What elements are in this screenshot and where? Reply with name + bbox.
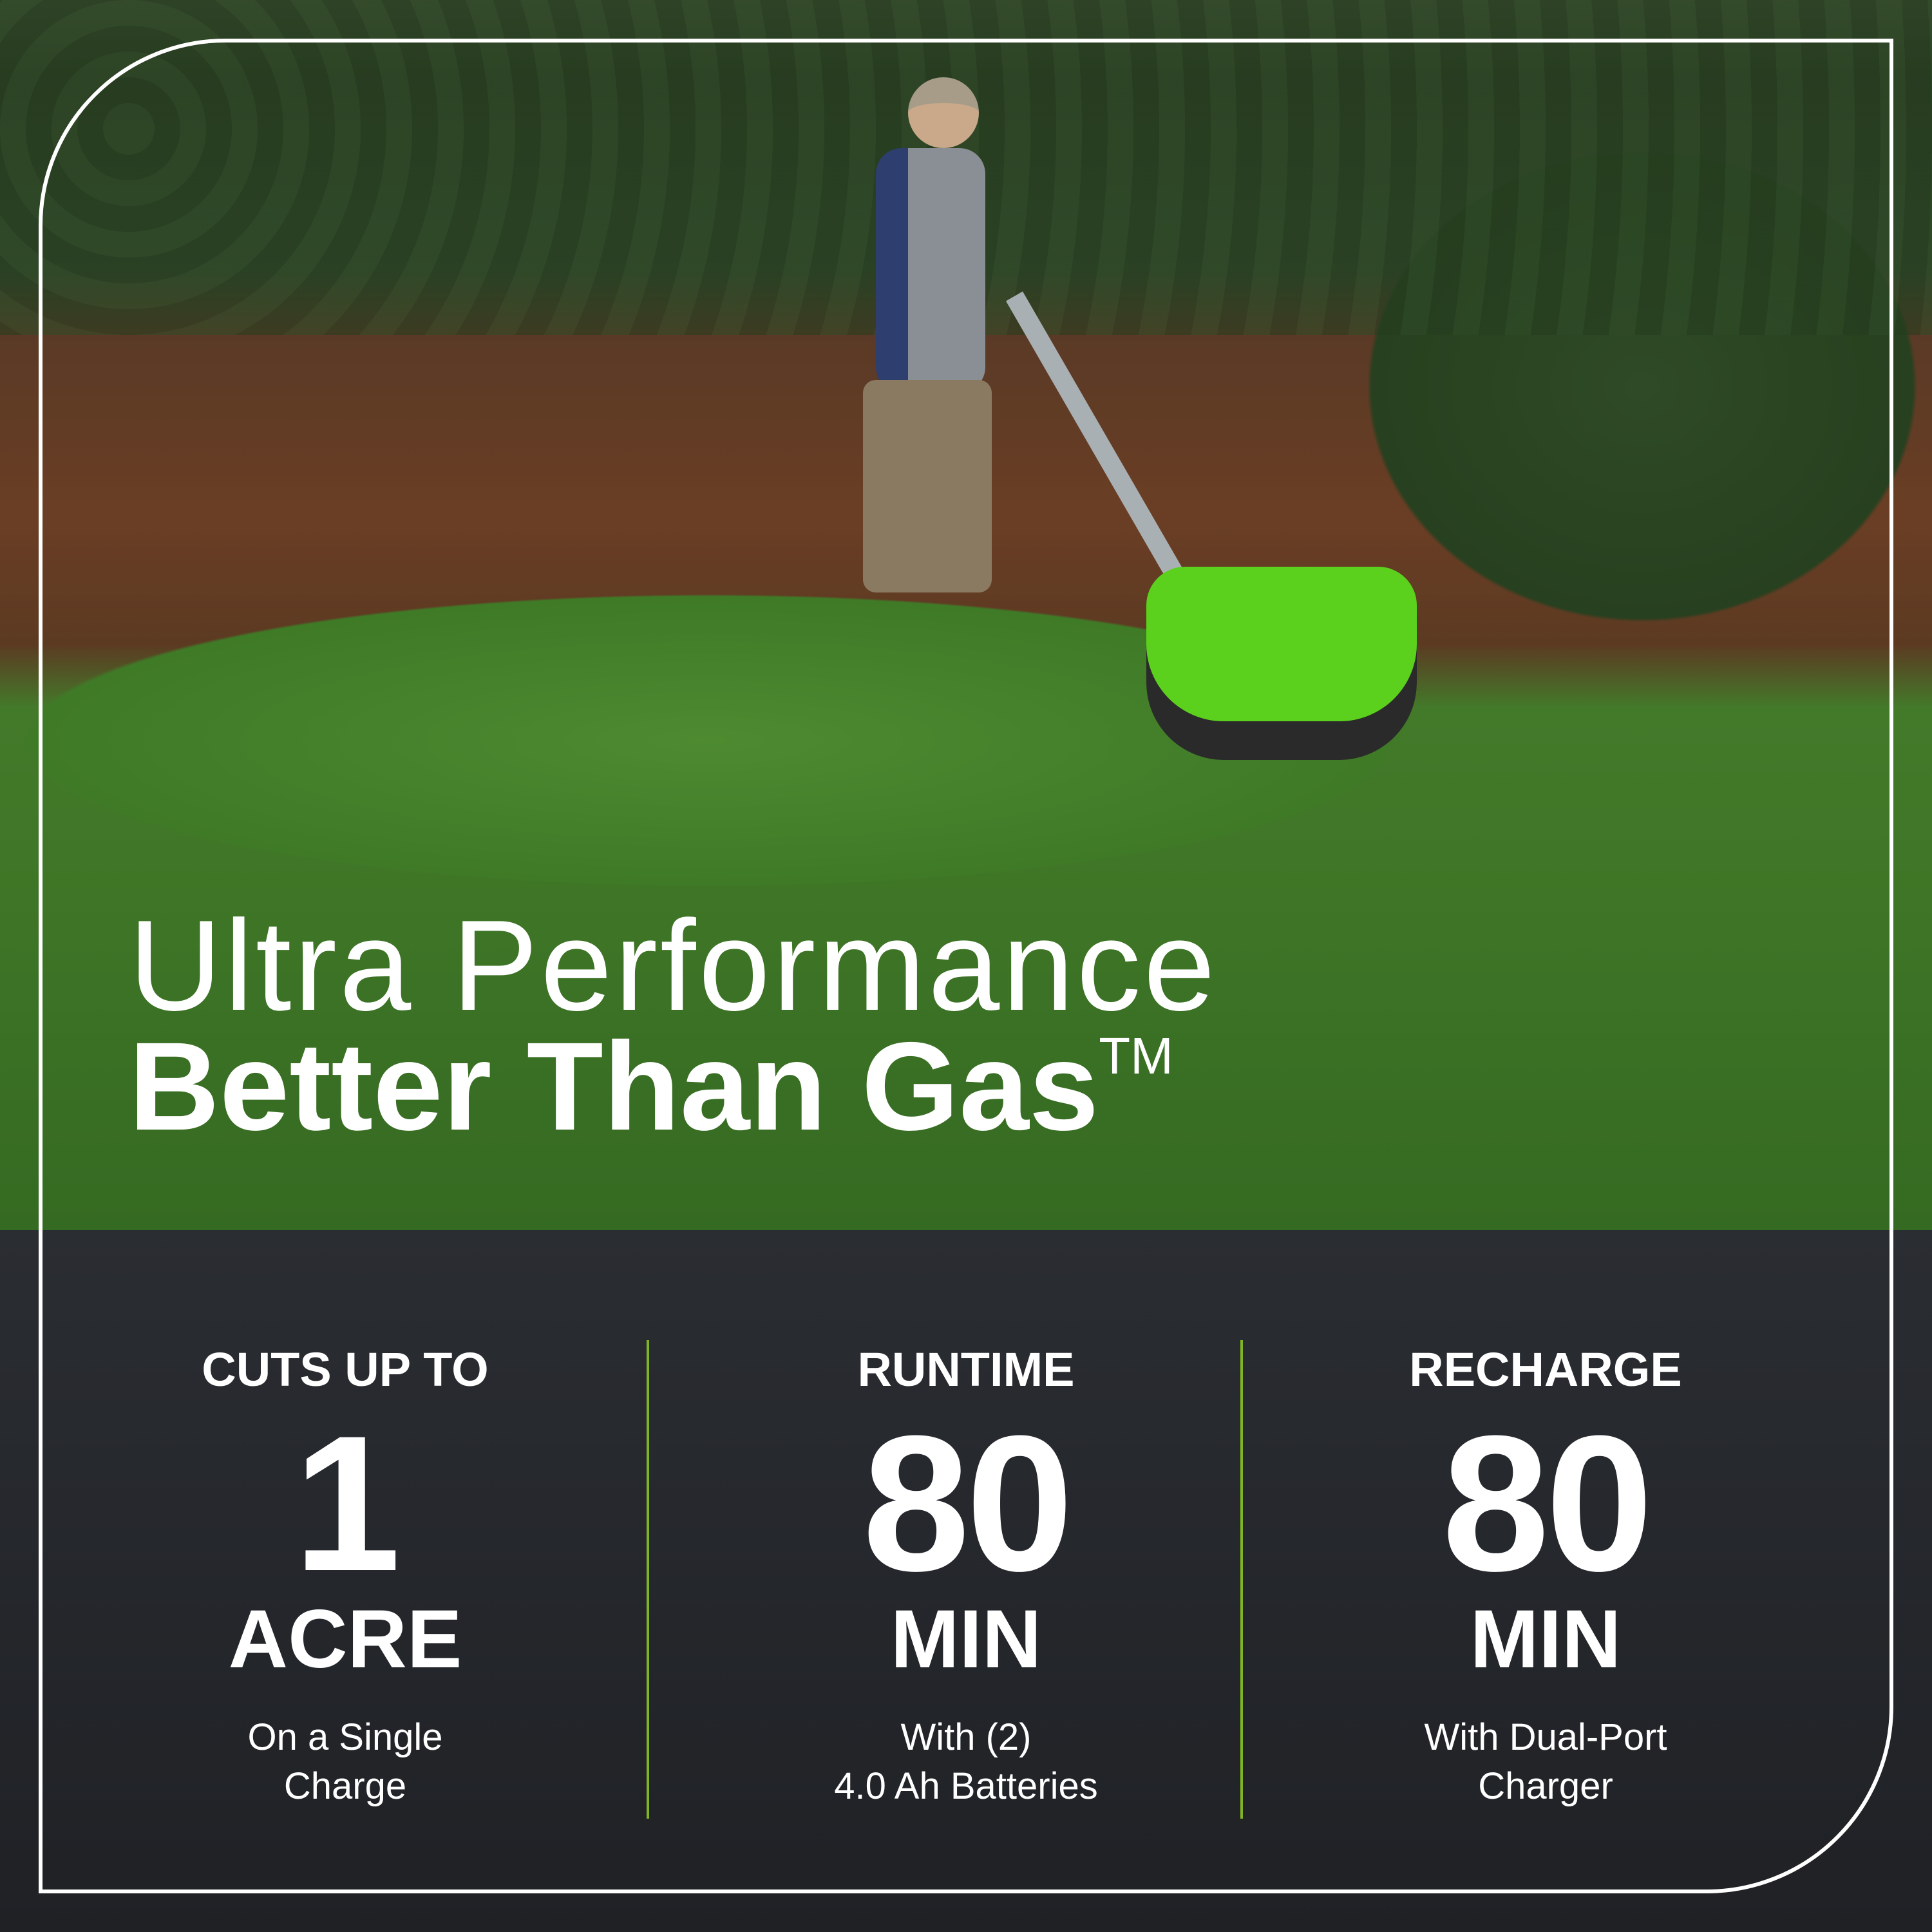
stat-coverage: CUTS UP TO 1 ACRE On a Single Charge bbox=[55, 1340, 635, 1811]
stat-recharge: RECHARGE 80 MIN With Dual-Port Charger bbox=[1256, 1340, 1835, 1811]
stat-note: With (2) 4.0 Ah Batteries bbox=[834, 1716, 1098, 1807]
stat-note: On a Single Charge bbox=[247, 1716, 443, 1807]
man-mowing bbox=[837, 77, 1005, 592]
stat-unit: MIN bbox=[890, 1593, 1042, 1685]
stat-value: 1 bbox=[293, 1395, 401, 1611]
person-legs bbox=[863, 380, 992, 592]
stat-label: RUNTIME bbox=[857, 1343, 1075, 1396]
stat-note: With Dual-Port Charger bbox=[1424, 1716, 1667, 1807]
headline-better-than-gas: Better Than GasTM bbox=[129, 1024, 1173, 1150]
lawn-mowing-photo bbox=[0, 0, 1932, 1230]
person-head bbox=[908, 77, 979, 148]
headline-ultra-performance: Ultra Performance bbox=[129, 894, 1218, 1037]
stat-unit: ACRE bbox=[228, 1593, 462, 1685]
stat-runtime: RUNTIME 80 MIN With (2) 4.0 Ah Batteries bbox=[676, 1340, 1256, 1811]
stats-panel bbox=[0, 1230, 1932, 1932]
stat-unit: MIN bbox=[1470, 1593, 1622, 1685]
headline-text: Better Than Gas bbox=[129, 1016, 1099, 1157]
lawn-mower bbox=[1146, 567, 1417, 760]
divider bbox=[1240, 1340, 1243, 1819]
trademark-symbol: TM bbox=[1099, 1027, 1173, 1084]
stat-label: RECHARGE bbox=[1409, 1343, 1682, 1396]
stat-label: CUTS UP TO bbox=[202, 1343, 489, 1396]
stat-value: 80 bbox=[862, 1395, 1074, 1611]
person-torso bbox=[876, 148, 985, 393]
stat-value: 80 bbox=[1442, 1395, 1653, 1611]
divider bbox=[647, 1340, 649, 1819]
